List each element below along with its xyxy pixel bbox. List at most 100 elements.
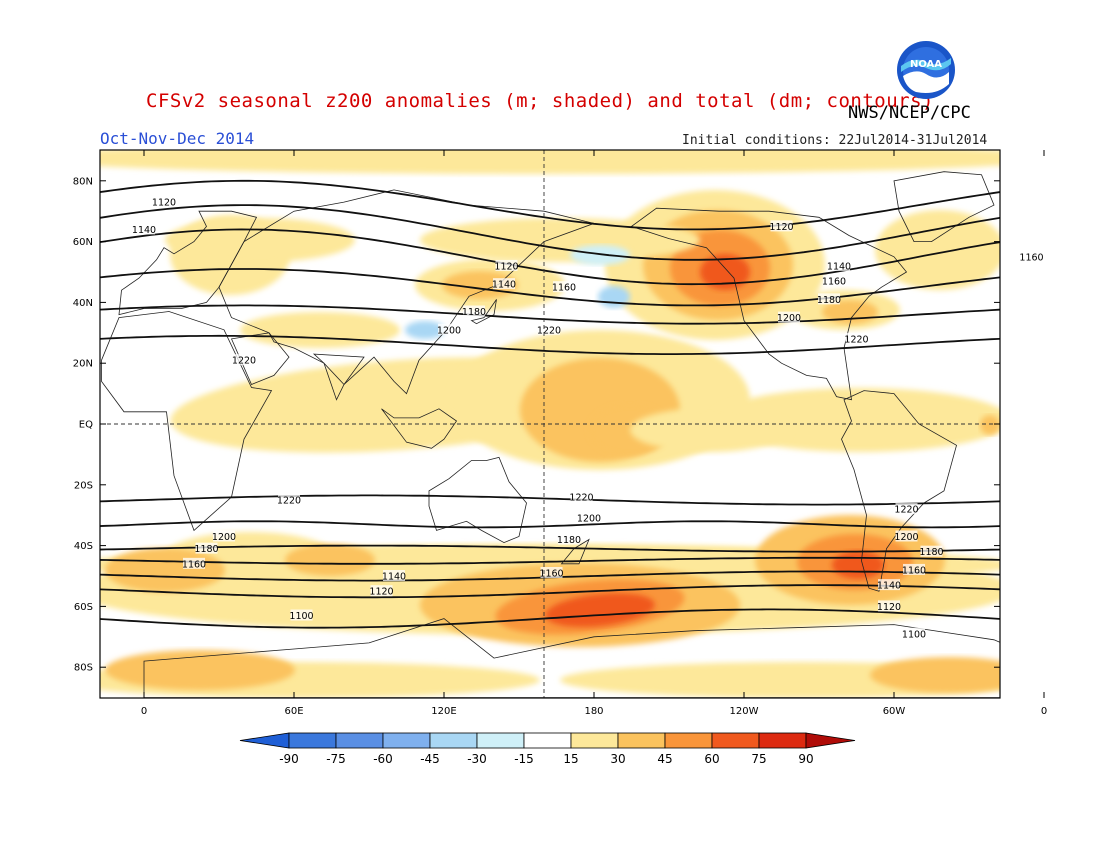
anomaly-region [105,650,295,690]
contour-label-bg [538,323,560,335]
lat-label: 60S [74,602,93,613]
contour-label-bg [558,533,580,545]
contour-label: 1180 [462,307,486,318]
contour-label-bg [438,323,460,335]
chart-title: CFSv2 seasonal z200 anomalies (m; shaded… [146,90,934,112]
arabia-coast [230,332,290,386]
anomaly-region [832,551,884,579]
colorbar-segment [335,732,384,749]
colorbar-label: -30 [467,752,487,766]
contour-label-bg [570,490,593,502]
greenland-coast-east [893,171,995,242]
contour-label: 1120 [877,602,901,613]
contour-1200-sh [100,520,1000,529]
contour-label-bg [818,293,840,305]
contour-label: 1220 [232,356,256,367]
colorbar-segment [523,732,572,749]
contour-label: 1100 [902,629,926,640]
lon-label: 60W [883,706,906,717]
contour-1120-sh [100,584,1000,599]
contour-label-bg [920,545,943,557]
anomaly-region [700,254,750,290]
contour-label-bg [493,278,515,290]
colorbar [239,732,856,749]
south-america-coast [841,390,957,592]
colorbar-segment [429,732,478,749]
anomaly-region [405,321,445,339]
lat-label: 20N [73,359,93,370]
contour-label-bg [195,542,218,554]
lon-label: 0 [1041,706,1047,717]
contour-1160-sh [100,556,1000,565]
india-coast [312,353,365,401]
colorbar-segment [664,732,713,749]
lat-label: 60N [73,237,93,248]
lat-label: EQ [79,420,93,431]
colorbar-label: -75 [326,752,346,766]
lon-label: 0 [141,706,147,717]
lat-label: 80S [74,663,93,674]
colorbar-label: 60 [704,752,720,766]
contour-label: 1200 [437,325,461,336]
colorbar-segment [382,732,431,749]
contour-label: 1220 [844,334,868,345]
contour-label-bg [233,354,255,366]
contour-1180-sh [100,544,1000,553]
africa-coast [101,311,273,532]
contour-label-bg [383,570,405,581]
contour-label: 1100 [289,611,313,622]
lat-label: 40N [73,298,93,309]
anomaly-region [420,218,700,262]
contour-1180-nh [100,268,1000,307]
contour-label-bg [845,332,868,344]
contour-1220-nh [100,334,1000,355]
noaa-logo-icon: NOAA [897,41,955,99]
contour-label-bg [903,563,925,575]
lon-label: 60E [284,706,303,717]
africa-coast-east [1002,312,1100,531]
colorbar-label: 30 [610,752,626,766]
contour-label: 1180 [919,547,943,558]
contour-label: 1160 [552,283,576,294]
contour-1100-sh [100,608,1000,629]
colorbar-label: 75 [751,752,767,766]
contour-label-bg [878,600,900,612]
anomaly-shading [100,150,1000,698]
colorbar-label: -15 [514,752,534,766]
colorbar-segment [711,732,760,749]
lon-label: 180 [584,706,603,717]
europe-coast [118,210,258,316]
contour-label-bg [770,220,793,232]
lon-label: 120E [431,706,456,717]
contour-1120-nh [100,179,1000,231]
contour-label-bg [495,259,518,271]
contour-label-bg [895,530,918,542]
contour-label: 1160 [1019,252,1043,263]
anomaly-region [980,415,1000,435]
colorbar-arrow-right [805,732,856,749]
contour-label-bg [878,579,900,591]
lat-label: 20S [74,480,93,491]
contour-label: 1140 [492,280,516,291]
colorbar-segment [570,732,619,749]
contour-label: 1180 [194,544,218,555]
contour-label: 1200 [777,313,801,324]
contour-label: 1120 [769,222,793,233]
anomaly-region [875,210,1000,290]
colorbar-label: 45 [657,752,673,766]
season-label: Oct-Nov-Dec 2014 [100,129,255,148]
contour-label: 1160 [822,277,846,288]
contour-label-bg [1020,250,1043,262]
contour-label: 1200 [894,532,918,543]
contour-label: 1140 [877,581,901,592]
antarctica-coast [143,618,1000,698]
lat-label: 80N [73,176,93,187]
map-axes: 80N 60N 40N 20N EQ 20S 40S 60S 80S 0 60E 120E 180 120… [73,150,1047,717]
colorbar-label: -45 [420,752,440,766]
contour-label: 1160 [539,568,563,579]
contour-label: 1140 [382,572,406,583]
anomaly-region [630,408,790,452]
noaa-logo-text: NOAA [910,59,942,70]
anomaly-region [870,657,1000,693]
